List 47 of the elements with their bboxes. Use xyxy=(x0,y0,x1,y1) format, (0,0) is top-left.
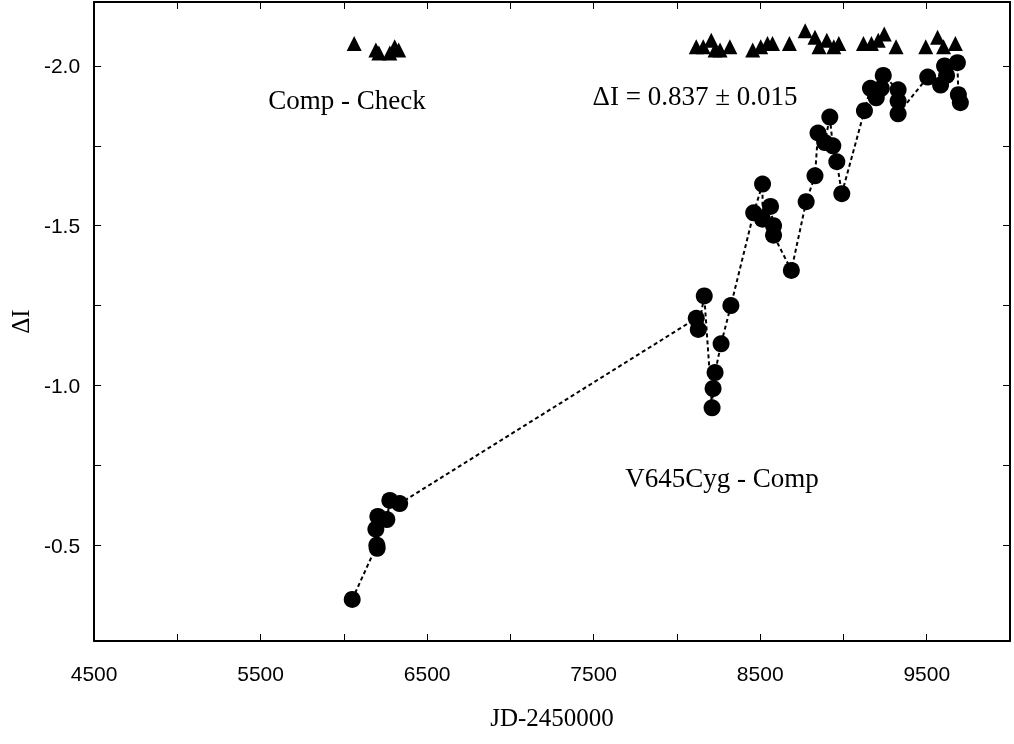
y-axis-title: ΔI xyxy=(7,309,34,334)
point xyxy=(695,287,713,305)
point xyxy=(948,54,966,72)
point xyxy=(346,36,362,52)
point xyxy=(806,167,824,185)
y-tick-label: -1.0 xyxy=(43,373,81,397)
point xyxy=(762,197,780,215)
x-tick-label: 9500 xyxy=(903,662,951,685)
annotation: Comp - Check xyxy=(268,85,427,115)
point xyxy=(704,380,722,398)
point xyxy=(797,193,815,211)
point xyxy=(797,23,813,39)
point xyxy=(919,68,937,86)
x-axis-title: JD-2450000 xyxy=(490,704,614,731)
y-tick-label: -2.0 xyxy=(43,54,81,78)
point xyxy=(343,590,361,608)
annotation: ΔI = 0.837 ± 0.015 xyxy=(592,81,798,111)
x-tick-label: 5500 xyxy=(237,662,284,685)
point xyxy=(712,335,730,353)
y-tick-label: -0.5 xyxy=(43,533,81,557)
point xyxy=(888,39,904,55)
point xyxy=(722,297,740,315)
point xyxy=(782,261,800,279)
point xyxy=(722,39,738,55)
point xyxy=(824,137,842,155)
x-tick-label: 8500 xyxy=(736,662,784,685)
point xyxy=(689,320,707,338)
point xyxy=(918,39,934,55)
x-tick-label: 4500 xyxy=(70,662,118,685)
y-tick-label: -1.5 xyxy=(43,214,81,238)
annotation: V645Cyg - Comp xyxy=(625,463,819,493)
point xyxy=(874,66,892,84)
point xyxy=(947,36,963,52)
point xyxy=(833,185,851,203)
point xyxy=(889,105,907,123)
x-tick-label: 7500 xyxy=(570,662,618,685)
point xyxy=(951,94,969,112)
point xyxy=(821,108,839,126)
point xyxy=(828,153,846,171)
point xyxy=(706,364,724,382)
point xyxy=(703,399,721,417)
x-tick-label: 6500 xyxy=(403,662,451,685)
point xyxy=(781,36,797,52)
point xyxy=(936,39,952,55)
point xyxy=(855,102,873,120)
point xyxy=(391,495,409,513)
point xyxy=(754,175,772,193)
